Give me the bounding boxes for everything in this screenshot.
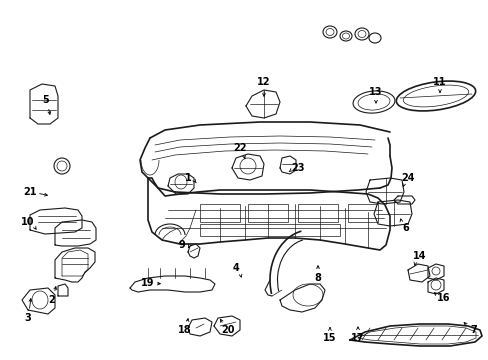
Bar <box>247 204 287 222</box>
Text: 20: 20 <box>221 325 234 335</box>
Text: 5: 5 <box>42 95 49 105</box>
Bar <box>200 204 240 222</box>
Text: 19: 19 <box>141 278 154 288</box>
Text: 16: 16 <box>436 293 450 303</box>
Text: 17: 17 <box>350 333 364 343</box>
Text: 10: 10 <box>21 217 35 227</box>
Text: 23: 23 <box>291 163 304 173</box>
Text: 21: 21 <box>23 187 37 197</box>
Text: 13: 13 <box>368 87 382 97</box>
Text: 14: 14 <box>412 251 426 261</box>
Text: 8: 8 <box>314 273 321 283</box>
Text: 24: 24 <box>401 173 414 183</box>
Bar <box>200 224 339 236</box>
Text: 1: 1 <box>184 173 191 183</box>
Text: 6: 6 <box>402 223 408 233</box>
Text: 18: 18 <box>178 325 191 335</box>
Text: 2: 2 <box>48 295 55 305</box>
Text: 22: 22 <box>233 143 246 153</box>
Text: 12: 12 <box>257 77 270 87</box>
Text: 9: 9 <box>178 240 185 250</box>
Text: 11: 11 <box>432 77 446 87</box>
Bar <box>347 204 377 222</box>
Text: 3: 3 <box>24 313 31 323</box>
Bar <box>297 204 337 222</box>
Text: 7: 7 <box>469 325 476 335</box>
Text: 4: 4 <box>232 263 239 273</box>
Text: 15: 15 <box>323 333 336 343</box>
